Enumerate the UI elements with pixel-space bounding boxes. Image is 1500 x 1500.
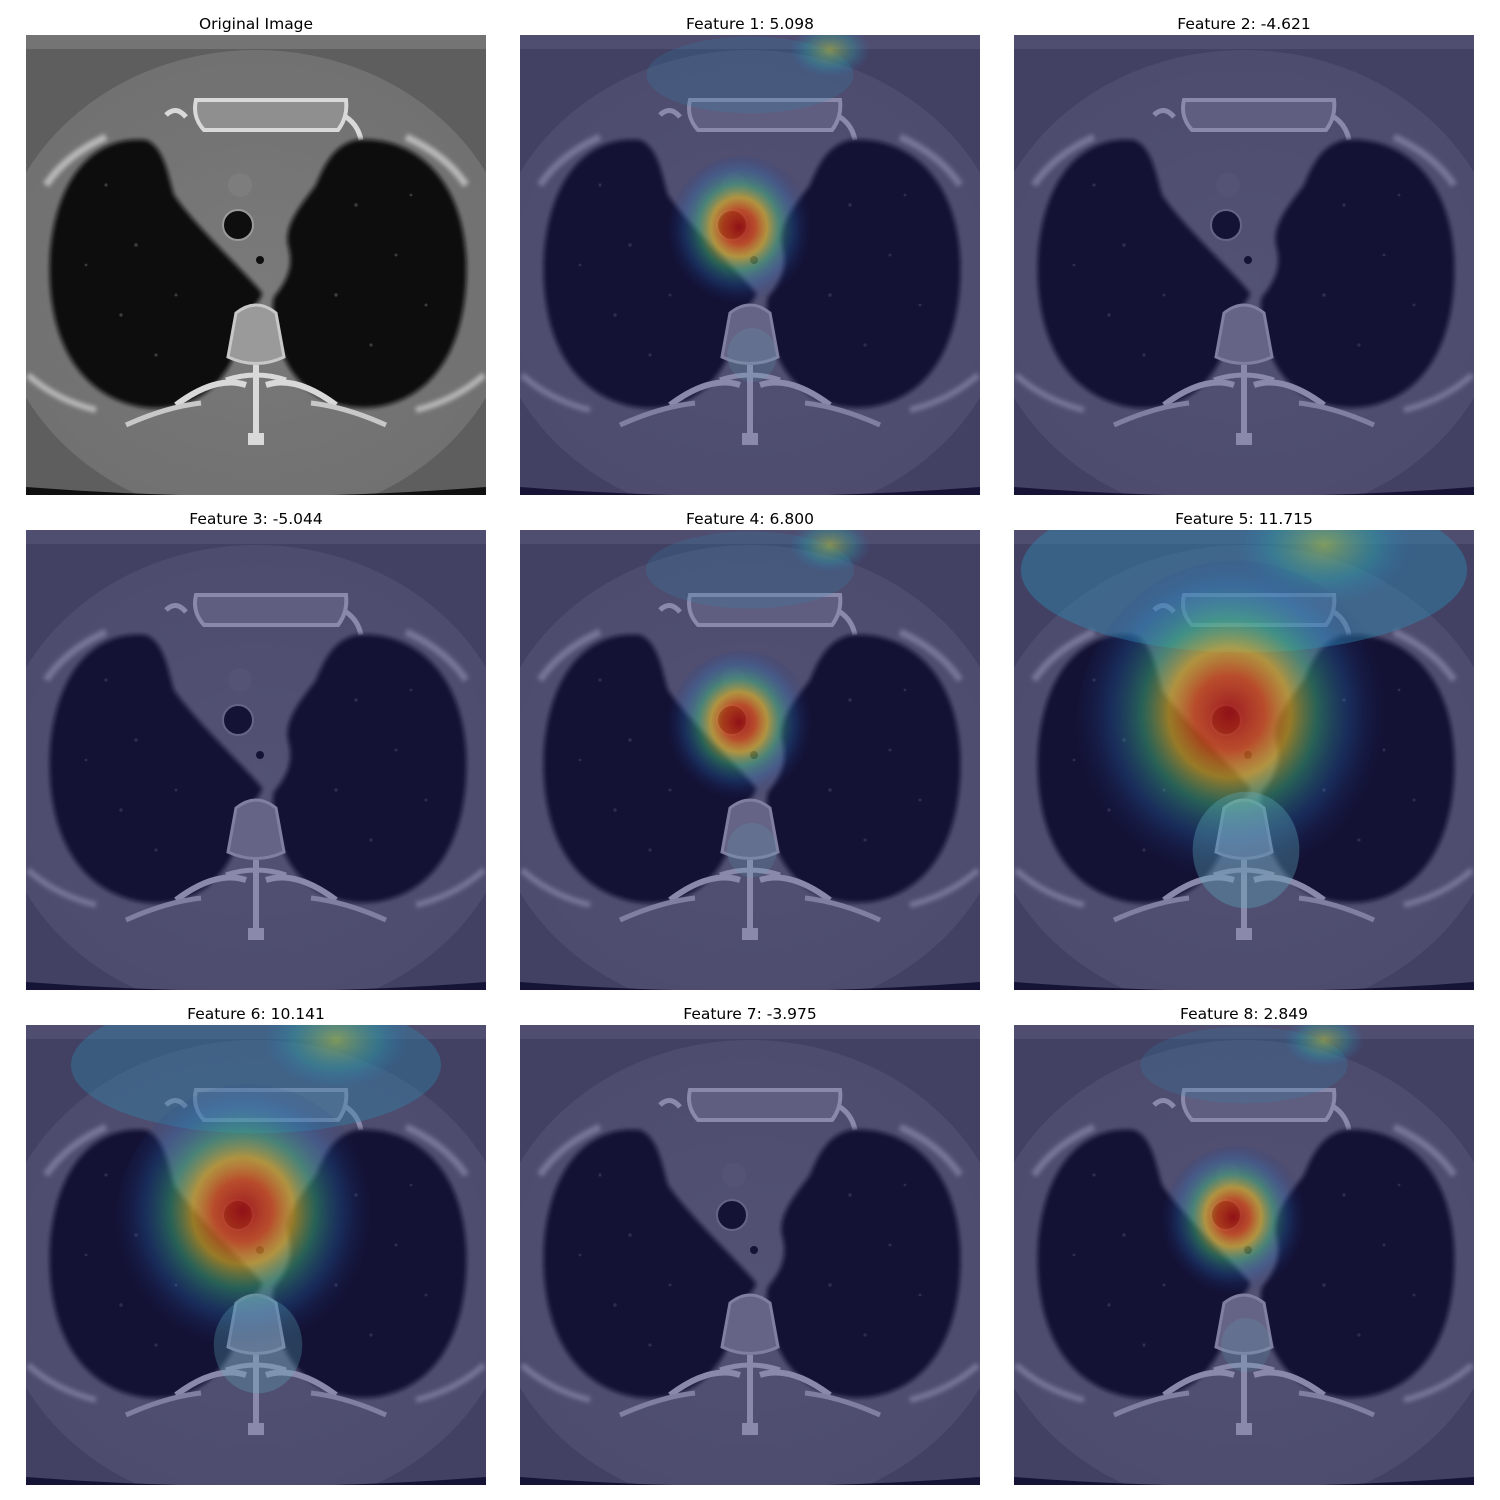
panel-title: Feature 5: 11.715 xyxy=(1175,510,1313,528)
panel-title: Feature 3: -5.044 xyxy=(189,510,323,528)
ct-heatmap-image xyxy=(520,530,980,990)
ct-heatmap-image xyxy=(1014,530,1474,990)
ct-heatmap-image xyxy=(26,530,486,990)
panel-title: Feature 8: 2.849 xyxy=(1180,1005,1308,1023)
ct-heatmap-image xyxy=(520,35,980,495)
panel-title: Original Image xyxy=(198,15,314,33)
ct-heatmap-image xyxy=(1014,1025,1474,1485)
panel-title: Feature 1: 5.098 xyxy=(686,15,814,33)
ct-image xyxy=(26,35,486,495)
ct-heatmap-image xyxy=(520,1025,980,1485)
panel-title: Feature 6: 10.141 xyxy=(187,1005,325,1023)
panel-title: Feature 2: -4.621 xyxy=(1177,15,1311,33)
ct-heatmap-image xyxy=(26,1025,486,1485)
ct-heatmap-image xyxy=(1014,35,1474,495)
panel-title: Feature 7: -3.975 xyxy=(683,1005,817,1023)
panel-title: Feature 4: 6.800 xyxy=(686,510,814,528)
